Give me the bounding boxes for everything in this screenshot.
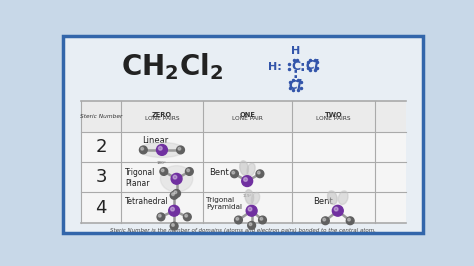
Text: Cl: Cl: [306, 59, 319, 72]
Text: 3: 3: [95, 168, 107, 186]
Text: H:: H:: [268, 61, 282, 72]
Text: :: :: [293, 67, 298, 81]
Circle shape: [246, 205, 257, 216]
Circle shape: [242, 176, 253, 186]
Circle shape: [256, 170, 264, 178]
Circle shape: [172, 224, 174, 226]
Circle shape: [183, 213, 191, 221]
Text: ZERO: ZERO: [152, 111, 172, 118]
Ellipse shape: [160, 166, 193, 192]
Text: 4: 4: [95, 199, 107, 217]
Circle shape: [174, 191, 177, 194]
Circle shape: [185, 214, 188, 217]
Text: Linear: Linear: [142, 136, 169, 145]
Circle shape: [185, 168, 193, 175]
Text: LONE PAIRS: LONE PAIRS: [145, 116, 179, 121]
Circle shape: [173, 190, 181, 197]
Ellipse shape: [240, 161, 248, 175]
Circle shape: [347, 218, 350, 221]
Text: TWO: TWO: [325, 111, 343, 118]
Circle shape: [173, 175, 177, 179]
Text: Cl: Cl: [289, 78, 302, 92]
Circle shape: [158, 214, 161, 217]
Ellipse shape: [140, 142, 184, 157]
Circle shape: [170, 192, 178, 199]
Circle shape: [230, 170, 238, 178]
Text: LONE PAIR: LONE PAIR: [232, 116, 263, 121]
Circle shape: [157, 213, 165, 221]
Circle shape: [259, 216, 266, 224]
Bar: [81, 101, 406, 223]
Circle shape: [323, 218, 326, 221]
Text: Trigonal
Planar: Trigonal Planar: [125, 168, 155, 188]
Circle shape: [161, 169, 164, 172]
Text: 119°: 119°: [242, 194, 252, 198]
Circle shape: [178, 147, 181, 150]
Text: Bent: Bent: [209, 168, 228, 177]
Text: Bent: Bent: [313, 197, 332, 206]
Circle shape: [232, 171, 235, 174]
Text: C: C: [291, 60, 300, 73]
Circle shape: [235, 216, 242, 224]
Circle shape: [346, 217, 354, 225]
Circle shape: [169, 205, 180, 216]
Circle shape: [170, 222, 178, 230]
Text: Tetrahedral: Tetrahedral: [125, 197, 169, 206]
Circle shape: [177, 146, 184, 154]
Text: :: :: [300, 60, 305, 74]
Circle shape: [248, 207, 252, 211]
Circle shape: [236, 218, 239, 220]
Text: H: H: [291, 46, 300, 56]
Ellipse shape: [245, 190, 254, 204]
Circle shape: [139, 146, 147, 154]
Text: 180°: 180°: [157, 161, 167, 165]
Circle shape: [172, 193, 174, 196]
Circle shape: [257, 171, 260, 174]
Ellipse shape: [251, 193, 260, 204]
Ellipse shape: [338, 191, 348, 205]
Text: Steric Number is the number of domains (atoms and electron pairs) bonded to the : Steric Number is the number of domains (…: [110, 228, 376, 233]
Circle shape: [332, 205, 343, 216]
Text: LONE PAIRS: LONE PAIRS: [316, 116, 351, 121]
Text: Steric Number: Steric Number: [80, 114, 122, 119]
Circle shape: [171, 173, 182, 184]
Text: $\mathbf{CH_2Cl_2}$: $\mathbf{CH_2Cl_2}$: [120, 51, 223, 82]
Circle shape: [321, 217, 329, 225]
Text: ONE: ONE: [239, 111, 255, 118]
Ellipse shape: [247, 163, 255, 176]
Circle shape: [141, 147, 144, 150]
Circle shape: [158, 146, 162, 150]
Text: Trigonal
Pyramidal: Trigonal Pyramidal: [207, 197, 243, 210]
Bar: [81, 101, 406, 132]
Circle shape: [244, 178, 247, 181]
Circle shape: [260, 218, 263, 220]
Circle shape: [334, 207, 338, 211]
Circle shape: [160, 168, 168, 175]
Circle shape: [171, 207, 174, 211]
Circle shape: [187, 169, 190, 172]
Ellipse shape: [328, 191, 337, 205]
Circle shape: [248, 222, 255, 229]
Circle shape: [156, 144, 167, 155]
Circle shape: [249, 223, 252, 226]
Text: 2: 2: [95, 138, 107, 156]
